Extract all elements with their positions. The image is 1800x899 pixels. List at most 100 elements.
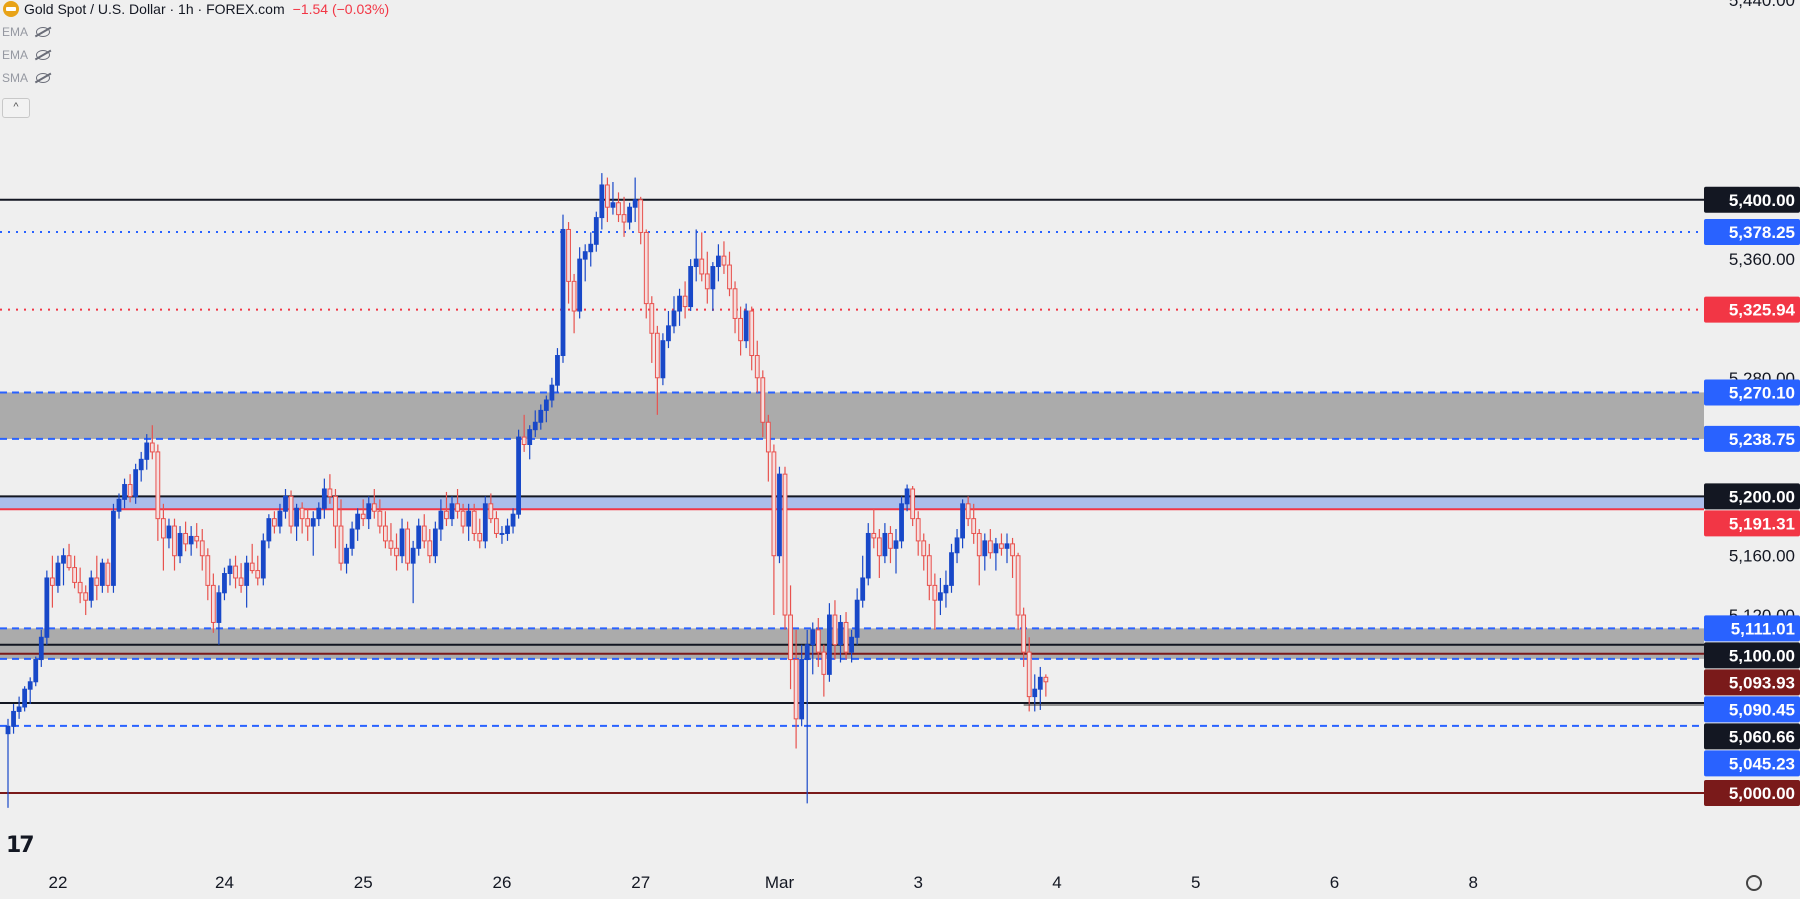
candle-body[interactable] [782, 473, 788, 616]
level-price-badge[interactable] [1704, 780, 1800, 806]
candle-body[interactable] [871, 532, 877, 539]
candle-body[interactable] [405, 528, 411, 564]
candle-body[interactable] [355, 513, 361, 530]
indicator-ema-2[interactable]: EMA [2, 48, 51, 62]
candle-body[interactable] [144, 442, 150, 460]
level-price-badge[interactable] [1704, 379, 1800, 406]
candle-body[interactable] [671, 310, 677, 327]
candle-body[interactable] [5, 725, 11, 735]
candle-body[interactable] [999, 543, 1004, 549]
candle-body[interactable] [849, 636, 855, 653]
candle-body[interactable] [155, 451, 161, 520]
candle-body[interactable] [677, 295, 682, 312]
candle-body[interactable] [843, 621, 849, 653]
candle-body[interactable] [61, 555, 66, 564]
candle-body[interactable] [777, 473, 782, 557]
candle-body[interactable] [366, 503, 372, 520]
candle-body[interactable] [233, 565, 238, 579]
candle-body[interactable] [466, 510, 472, 527]
candle-body[interactable] [749, 310, 755, 357]
eye-off-icon[interactable] [36, 73, 51, 83]
eye-off-icon[interactable] [36, 50, 51, 60]
candle-body[interactable] [649, 303, 655, 334]
candle-body[interactable] [283, 495, 288, 512]
candle-body[interactable] [732, 288, 738, 319]
candle-body[interactable] [788, 614, 793, 661]
candle-body[interactable] [416, 525, 422, 549]
candle-body[interactable] [88, 577, 94, 601]
indicator-sma[interactable]: SMA [2, 71, 51, 85]
candle-body[interactable] [754, 355, 760, 379]
candle-body[interactable] [938, 592, 943, 601]
level-price-badge[interactable] [1704, 425, 1800, 452]
candle-body[interactable] [488, 503, 494, 520]
candle-body[interactable] [310, 518, 316, 527]
candle-body[interactable] [344, 547, 349, 564]
candle-body[interactable] [1037, 676, 1043, 690]
candle-body[interactable] [288, 495, 294, 527]
candle-body[interactable] [294, 507, 300, 527]
candle-body[interactable] [494, 518, 499, 534]
candle-body[interactable] [760, 377, 766, 423]
candle-body[interactable] [133, 469, 139, 497]
candle-body[interactable] [194, 535, 200, 542]
candle-body[interactable] [577, 258, 583, 312]
candle-body[interactable] [377, 510, 383, 527]
candle-body[interactable] [16, 706, 22, 712]
candle-body[interactable] [449, 503, 455, 520]
candle-body[interactable] [571, 280, 577, 312]
candle-body[interactable] [161, 518, 166, 539]
candle-body[interactable] [516, 436, 522, 515]
candle-body[interactable] [105, 562, 111, 586]
eye-off-icon[interactable] [36, 27, 51, 37]
candle-body[interactable] [260, 540, 266, 579]
candle-body[interactable] [116, 498, 122, 512]
candle-body[interactable] [838, 621, 843, 646]
candle-body[interactable] [333, 495, 338, 527]
candle-body[interactable] [865, 532, 871, 579]
candle-body[interactable] [249, 562, 255, 572]
candle-body[interactable] [99, 562, 105, 586]
candle-body[interactable] [72, 567, 77, 583]
candle-body[interactable] [27, 681, 33, 690]
candle-body[interactable] [593, 217, 599, 245]
candle-body[interactable] [371, 503, 377, 512]
candle-body[interactable] [921, 540, 927, 557]
candle-body[interactable] [832, 614, 838, 646]
candle-body[interactable] [821, 651, 827, 675]
candle-body[interactable] [660, 340, 666, 379]
candle-body[interactable] [444, 510, 449, 520]
candle-body[interactable] [216, 592, 222, 623]
candle-body[interactable] [605, 184, 610, 208]
candle-body[interactable] [976, 532, 982, 557]
candle-body[interactable] [438, 510, 444, 530]
candle-body[interactable] [904, 488, 910, 505]
candle-body[interactable] [238, 577, 244, 586]
level-price-badge[interactable] [1704, 642, 1800, 669]
candle-body[interactable] [543, 399, 549, 411]
candle-body[interactable] [38, 636, 44, 661]
candle-body[interactable] [666, 325, 671, 342]
candle-body[interactable] [266, 518, 272, 542]
candle-body[interactable] [138, 458, 144, 471]
candle-body[interactable] [1010, 543, 1015, 557]
candle-body[interactable] [321, 488, 327, 509]
candle-body[interactable] [588, 243, 594, 253]
candle-body[interactable] [743, 310, 749, 342]
level-price-badge[interactable] [1704, 696, 1800, 723]
candle-body[interactable] [44, 577, 50, 638]
candle-body[interactable] [804, 644, 810, 661]
level-price-badge[interactable] [1704, 296, 1800, 323]
candle-body[interactable] [954, 537, 960, 554]
candle-body[interactable] [316, 507, 322, 520]
candle-body[interactable] [305, 518, 311, 527]
candle-body[interactable] [621, 214, 627, 223]
candle-body[interactable] [765, 421, 771, 453]
candle-body[interactable] [94, 577, 100, 586]
candle-body[interactable] [299, 507, 305, 520]
level-price-badge[interactable] [1704, 483, 1800, 510]
candle-body[interactable] [66, 555, 72, 569]
candle-body[interactable] [460, 510, 466, 527]
candle-body[interactable] [499, 532, 505, 535]
